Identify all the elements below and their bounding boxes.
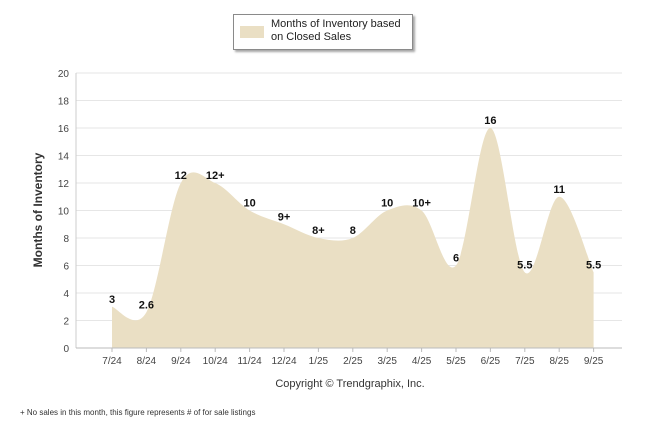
x-tick-label: 1/25 [309,356,329,367]
y-tick-label: 12 [58,179,70,190]
data-label: 11 [553,184,565,196]
y-tick-label: 18 [58,97,70,108]
y-tick-label: 8 [63,234,69,245]
x-tick-label: 9/25 [584,356,604,367]
data-labels: 3 2.6 12 12+ 10 9+ 8+ 8 10 10+ 6 16 5.5 11 5.5 [109,115,601,311]
data-label: 10 [381,198,393,210]
data-label: 12+ [206,170,225,182]
area-series [112,127,594,348]
legend-swatch [240,26,264,38]
y-tick-label: 2 [63,317,69,328]
data-label: 5.5 [586,259,601,271]
y-tick-label: 4 [63,289,69,300]
x-tick-label: 8/24 [137,356,157,367]
legend: Months of Inventory based on Closed Sale… [233,14,413,50]
x-tick-label: 5/25 [446,356,466,367]
data-label: 9+ [278,211,291,223]
x-tick-label: 4/25 [412,356,432,367]
x-tick-labels: 7/24 8/24 9/24 10/24 11/24 12/24 1/25 2/25 3/25 4… [102,348,604,367]
data-label: 3 [109,294,115,306]
y-tick-label: 20 [58,69,70,80]
data-label: 10 [243,198,255,210]
data-label: 16 [484,115,496,127]
data-label: 2.6 [139,299,154,311]
x-tick-label: 7/25 [515,356,535,367]
x-tick-label: 11/24 [237,356,262,367]
y-tick-label: 16 [58,124,70,135]
x-tick-label: 3/25 [377,356,397,367]
legend-label: Months of Inventory based on Closed Sale… [271,18,401,43]
x-tick-label: 12/24 [271,356,296,367]
data-label: 8 [350,225,356,237]
x-tick-label: 7/24 [102,356,122,367]
y-axis-label: Months of Inventory [31,152,45,267]
x-tick-label: 10/24 [203,356,228,367]
data-label: 12 [175,170,187,182]
data-label: 10+ [412,198,431,210]
y-tick-labels: 0 2 4 6 8 10 12 14 16 18 20 [58,69,70,355]
y-tick-label: 10 [58,207,70,218]
y-tick-label: 14 [58,152,70,163]
x-tick-label: 2/25 [343,356,363,367]
data-label: 6 [453,253,459,265]
area-layer [112,127,594,348]
data-label: 5.5 [517,259,532,271]
data-label: 8+ [312,225,325,237]
y-tick-label: 0 [63,344,69,355]
x-tick-label: 6/25 [481,356,501,367]
y-tick-label: 6 [63,262,69,273]
x-axis-label: Copyright © Trendgraphix, Inc. [275,378,424,390]
axes [75,73,622,349]
footnote: + No sales in this month, this figure re… [20,408,256,417]
x-tick-label: 9/24 [171,356,191,367]
x-tick-label: 8/25 [549,356,569,367]
